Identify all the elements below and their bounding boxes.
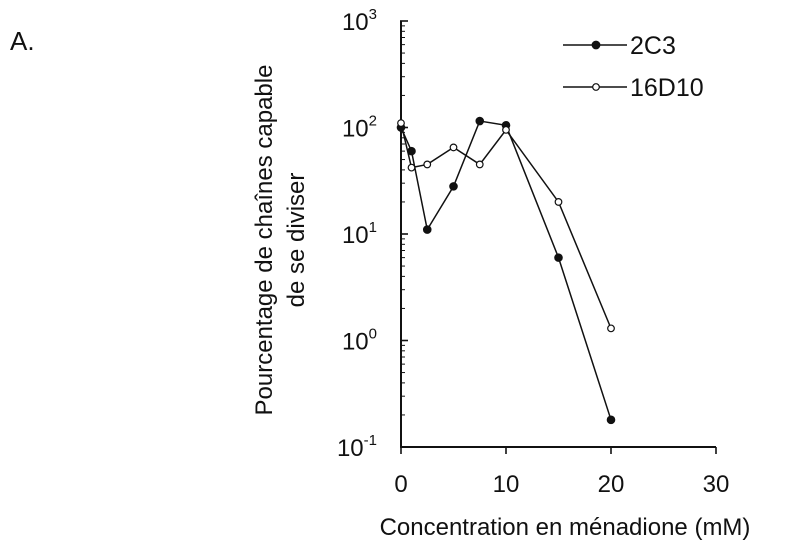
data-point-2C3 [606, 415, 616, 425]
series-line-16D10 [400, 122, 612, 329]
series-layer [396, 116, 616, 425]
data-point-2C3 [449, 182, 458, 191]
y-tick-label: 100 [342, 326, 377, 356]
x-tick-label: 10 [493, 471, 520, 498]
y-tick-label: 103 [342, 6, 377, 36]
x-tick-label: 20 [598, 471, 625, 498]
data-point-2C3 [475, 116, 485, 126]
data-point-16D10 [502, 125, 510, 134]
data-point-2C3 [554, 253, 563, 262]
data-point-16D10 [475, 160, 484, 169]
legend: 2C3 16D10 [563, 32, 704, 102]
y-tick-label: 101 [342, 219, 377, 249]
axes: 103 102 101 100 10-1 0 10 20 30 [337, 6, 729, 498]
legend-marker-2C3 [591, 40, 601, 50]
data-point-16D10 [449, 143, 458, 152]
data-point-16D10 [423, 160, 432, 169]
y-axis-title: Pourcentage de chaînes capable de se divi… [251, 65, 310, 416]
y-axis-title-line: Pourcentage de chaînes capable [251, 65, 278, 416]
data-point-16D10 [607, 324, 615, 333]
legend-label: 16D10 [630, 74, 704, 102]
x-axis-title: Concentration en ménadione (mM) [380, 514, 751, 541]
axis-labels: Concentration en ménadione (mM) Pourcenta… [251, 65, 750, 541]
data-point-2C3 [422, 225, 432, 234]
data-point-16D10 [554, 198, 563, 206]
y-axis-title-line: de se diviser [283, 173, 310, 308]
legend-label: 2C3 [630, 32, 676, 60]
data-point-16D10 [407, 163, 416, 172]
series-line-2C3 [400, 120, 612, 421]
legend-marker-16D10 [592, 83, 600, 91]
y-tick-label: 102 [342, 113, 377, 143]
panel-label: A. [10, 26, 35, 56]
x-tick-label: 30 [703, 471, 730, 498]
x-tick-label: 0 [394, 471, 407, 498]
data-point-16D10 [397, 119, 405, 127]
y-tick-label: 10-1 [337, 432, 377, 462]
